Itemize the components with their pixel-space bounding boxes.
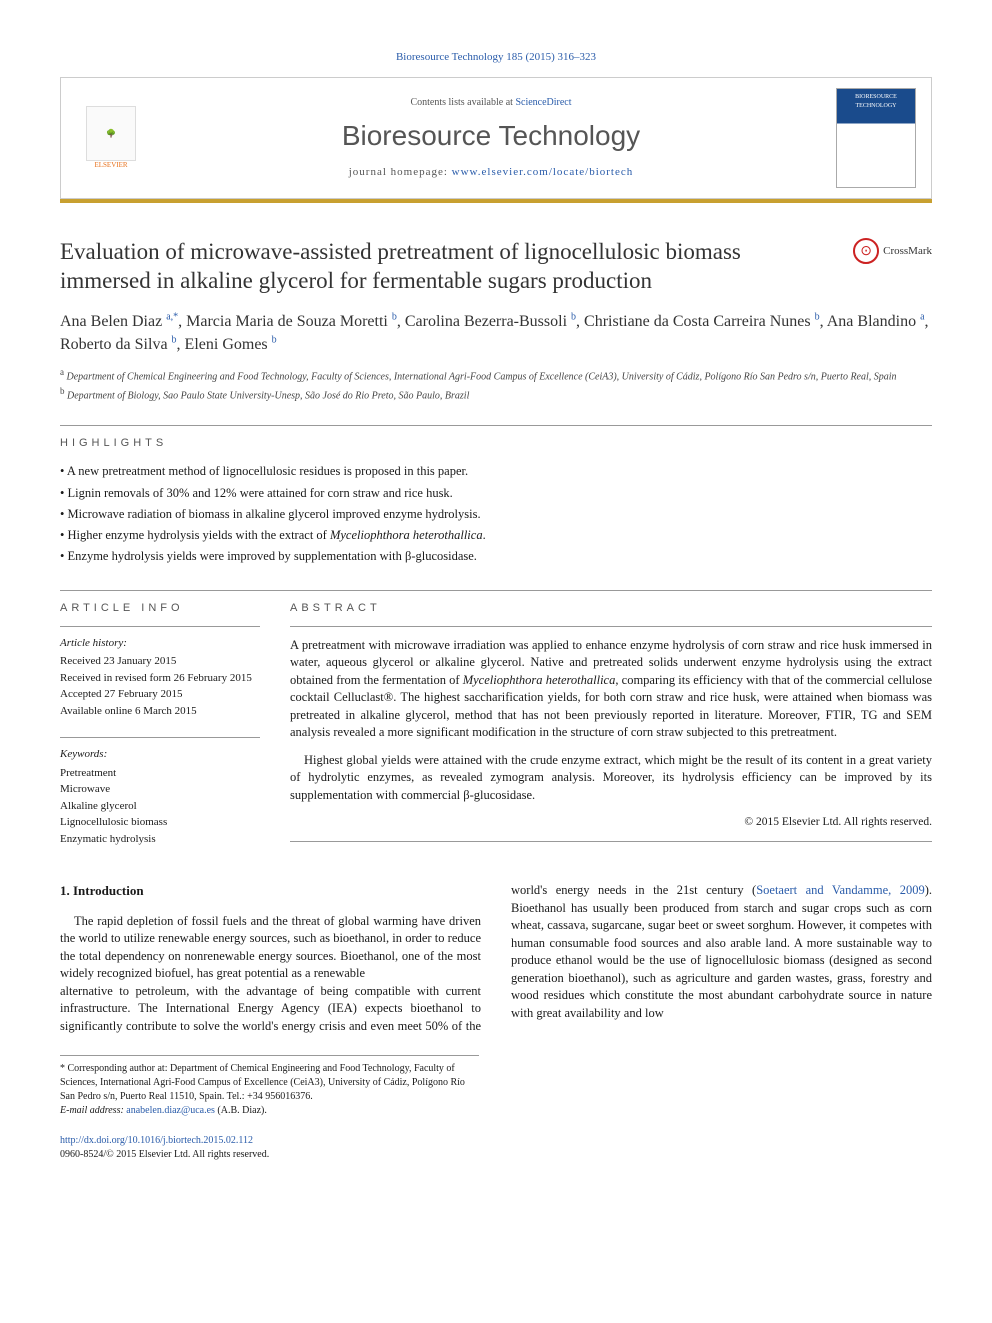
history-line: Available online 6 March 2015 [60,703,260,720]
keywords-heading: Keywords: [60,746,260,763]
divider [290,841,932,842]
doi-link[interactable]: http://dx.doi.org/10.1016/j.biortech.201… [60,1135,253,1146]
abstract-para-2: Highest global yields were attained with… [290,752,932,805]
affiliation-line: a Department of Chemical Engineering and… [60,366,932,384]
article-history: Article history: Received 23 January 201… [60,635,260,720]
homepage-link[interactable]: www.elsevier.com/locate/biortech [452,166,634,178]
authors-line: Ana Belen Diaz a,*, Marcia Maria de Souz… [60,310,932,356]
keyword-item: Enzymatic hydrolysis [60,831,260,848]
journal-banner: 🌳 ELSEVIER Contents lists available at S… [60,77,932,199]
highlight-item: Enzyme hydrolysis yields were improved b… [60,546,932,567]
journal-homepage: journal homepage: www.elsevier.com/locat… [146,165,836,180]
history-line: Received 23 January 2015 [60,653,260,670]
article-title: Evaluation of microwave-assisted pretrea… [60,238,833,296]
footer-block: http://dx.doi.org/10.1016/j.biortech.201… [60,1134,932,1162]
keyword-item: Pretreatment [60,765,260,782]
issn-copyright: 0960-8524/© 2015 Elsevier Ltd. All right… [60,1148,932,1162]
history-heading: Article history: [60,635,260,652]
abstract-copyright: © 2015 Elsevier Ltd. All rights reserved… [290,814,932,830]
crossmark-icon: ⊙ [853,238,879,264]
highlights-label: HIGHLIGHTS [60,436,932,451]
elsevier-tree-icon: 🌳 [86,106,136,161]
crossmark-badge[interactable]: ⊙ CrossMark [853,238,932,264]
highlights-list: A new pretreatment method of lignocellul… [60,461,932,567]
sciencedirect-link[interactable]: ScienceDirect [515,97,571,108]
contents-line: Contents lists available at ScienceDirec… [146,96,836,110]
journal-cover-thumb: BIORESOURCE TECHNOLOGY [836,88,916,188]
keyword-item: Alkaline glycerol [60,798,260,815]
corresponding-author-footnote: * Corresponding author at: Department of… [60,1055,479,1118]
affiliations: a Department of Chemical Engineering and… [60,366,932,403]
intro-para-col1: The rapid depletion of fossil fuels and … [60,913,481,983]
keyword-item: Lignocellulosic biomass [60,814,260,831]
divider [60,590,932,591]
email-link[interactable]: anabelen.diaz@uca.es [126,1105,215,1116]
keyword-item: Microwave [60,781,260,798]
highlight-item: Lignin removals of 30% and 12% were atta… [60,483,932,504]
divider [60,626,260,627]
highlight-item: Higher enzyme hydrolysis yields with the… [60,525,932,546]
gold-divider [60,199,932,203]
elsevier-logo: 🌳 ELSEVIER [76,106,146,171]
highlight-item: Microwave radiation of biomass in alkali… [60,504,932,525]
keywords-block: Keywords: PretreatmentMicrowaveAlkaline … [60,746,260,847]
divider [60,737,260,738]
article-info-label: ARTICLE INFO [60,601,260,616]
abstract-body: A pretreatment with microwave irradiatio… [290,637,932,831]
citation-header: Bioresource Technology 185 (2015) 316–32… [60,50,932,65]
intro-heading: 1. Introduction [60,882,481,900]
history-line: Accepted 27 February 2015 [60,686,260,703]
journal-name: Bioresource Technology [146,116,836,155]
publisher-name: ELSEVIER [94,161,127,171]
history-line: Received in revised form 26 February 201… [60,670,260,687]
affiliation-line: b Department of Biology, Sao Paulo State… [60,385,932,403]
citation-ref[interactable]: Soetaert and Vandamme, 2009 [756,883,925,897]
highlight-item: A new pretreatment method of lignocellul… [60,461,932,482]
crossmark-label: CrossMark [883,244,932,259]
abstract-label: ABSTRACT [290,601,932,616]
divider [60,425,932,426]
citation-link[interactable]: Bioresource Technology 185 (2015) 316–32… [396,51,596,63]
abstract-para-1: A pretreatment with microwave irradiatio… [290,637,932,742]
introduction-section: 1. Introduction The rapid depletion of f… [60,882,932,1035]
divider [290,626,932,627]
